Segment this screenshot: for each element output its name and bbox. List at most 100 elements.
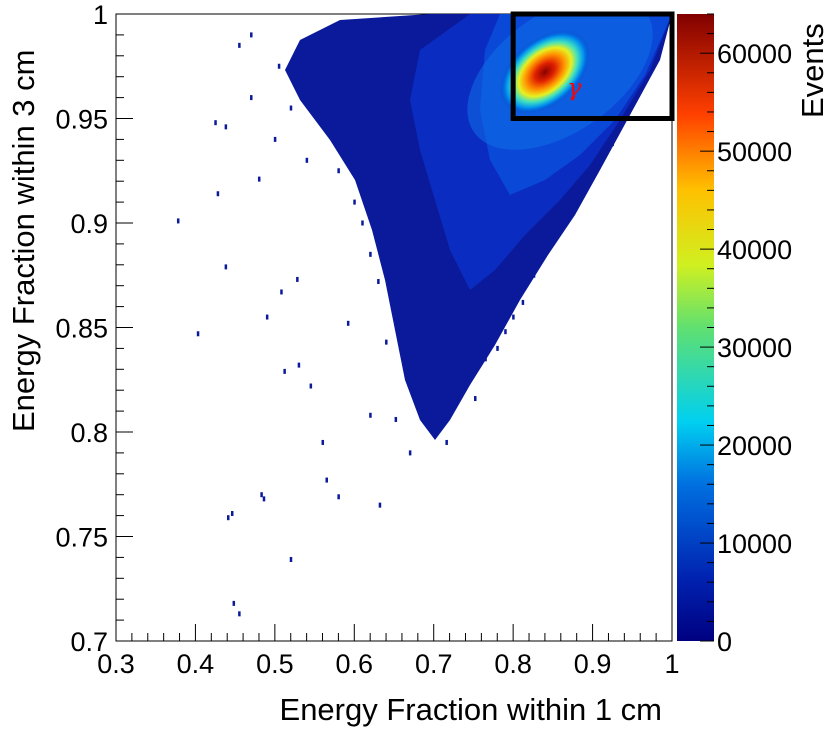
colorbar-tick-label-4: 40000: [717, 235, 792, 265]
data-point-74: [567, 210, 571, 216]
data-point-7: [230, 511, 234, 517]
data-point-1: [196, 331, 200, 337]
x-tick-label-7: 1: [664, 649, 679, 679]
data-point-66: [436, 327, 440, 333]
data-point-8: [232, 600, 236, 606]
data-point-78: [611, 141, 614, 147]
data-point-31: [445, 439, 448, 445]
colorbar-tick-label-2: 20000: [717, 431, 792, 461]
data-point-10: [257, 176, 261, 182]
data-point-20: [321, 439, 325, 445]
data-point-50: [484, 356, 487, 362]
data-point-63: [396, 262, 400, 268]
data-point-54: [277, 63, 281, 69]
colorbar-tick-label-0: 0: [717, 627, 732, 657]
data-point-64: [412, 279, 416, 285]
colorbar-title: Events: [795, 23, 830, 118]
data-point-69: [512, 314, 515, 320]
data-point-38: [321, 116, 325, 121]
data-point-53: [250, 32, 253, 38]
data-point-5: [224, 124, 228, 130]
data-point-39: [337, 168, 340, 174]
data-point-67: [448, 339, 452, 345]
data-point-18: [297, 362, 301, 368]
colorbar-tick-label-1: 10000: [717, 529, 792, 559]
colorbar-ticks: 0 10000 20000 30000 40000 50000 60000: [700, 13, 792, 657]
data-point-59: [362, 90, 366, 96]
x-tick-label-0: 0.3: [97, 649, 135, 679]
y-tick-label-1: 0.75: [55, 523, 108, 553]
data-point-55: [297, 78, 301, 84]
data-point-51: [496, 345, 499, 351]
data-point-75: [579, 193, 583, 199]
x-axis-ticks: 0.3 0.4 0.5 0.6 0.7 0.8 0.9 1: [97, 624, 680, 679]
data-point-36: [289, 105, 293, 111]
x-tick-label-1: 0.4: [177, 649, 215, 679]
data-point-3: [216, 191, 220, 197]
data-point-60: [351, 128, 355, 134]
data-point-9: [238, 611, 241, 617]
data-point-33: [474, 396, 477, 402]
data-point-2: [214, 120, 217, 126]
data-point-58: [349, 63, 352, 69]
signal-region-box: [510, 11, 675, 121]
y-tick-label-4: 0.9: [70, 209, 108, 239]
data-point-12: [262, 496, 266, 502]
data-point-15: [283, 368, 286, 374]
data-point-71: [532, 272, 536, 278]
data-point-35: [273, 136, 277, 142]
y-tick-label-3: 0.85: [55, 314, 108, 344]
data-point-29: [419, 406, 422, 412]
x-axis-title: Energy Fraction within 1 cm: [280, 692, 662, 727]
x-tick-label-5: 0.8: [494, 649, 532, 679]
data-point-37: [305, 157, 309, 163]
data-point-79: [619, 124, 622, 130]
data-point-11: [260, 492, 263, 498]
data-point-0: [176, 218, 180, 224]
data-point-24: [369, 412, 372, 418]
data-point-23: [346, 320, 350, 326]
scattered-points: [176, 32, 622, 617]
y-tick-label-0: 0.7: [70, 627, 108, 657]
data-point-27: [394, 416, 398, 422]
data-point-32: [460, 391, 464, 397]
colorbar-tick-label-3: 30000: [717, 333, 792, 363]
data-point-26: [385, 339, 388, 345]
data-point-45: [400, 335, 404, 341]
data-point-62: [389, 228, 392, 234]
colorbar-tick-label-5: 50000: [717, 137, 792, 167]
data-point-56: [309, 49, 313, 55]
colorbar-tick-label-6: 60000: [717, 39, 792, 69]
x-tick-label-2: 0.5: [256, 649, 294, 679]
data-point-77: [601, 157, 604, 163]
data-point-25: [378, 502, 382, 508]
signal-region-label: γ: [567, 74, 582, 102]
data-point-16: [289, 556, 293, 562]
data-point-44: [393, 304, 396, 310]
x-tick-label-3: 0.6: [336, 649, 374, 679]
data-point-52: [238, 42, 241, 48]
data-point-57: [333, 36, 336, 42]
density-peak: [499, 30, 591, 114]
data-point-76: [589, 176, 593, 182]
data-point-47: [436, 375, 440, 381]
data-point-49: [466, 370, 469, 376]
y-axis-ticks: 0.7 0.75 0.8 0.85 0.9 0.95 1: [55, 0, 133, 657]
x-tick-label-4: 0.7: [415, 649, 453, 679]
data-point-61: [365, 153, 368, 159]
data-point-46: [424, 356, 428, 362]
data-point-22: [337, 494, 340, 500]
data-point-65: [424, 308, 428, 314]
data-point-48: [452, 362, 456, 368]
data-point-6: [226, 515, 230, 521]
data-point-41: [361, 220, 364, 226]
y-tick-label-5: 0.95: [55, 105, 108, 135]
data-point-72: [543, 245, 547, 251]
y-axis-title: Energy Fraction within 3 cm: [6, 50, 41, 432]
y-tick-label-6: 1: [93, 0, 108, 30]
data-point-28: [408, 450, 412, 456]
data-point-34: [250, 95, 253, 101]
data-point-4: [224, 264, 228, 270]
